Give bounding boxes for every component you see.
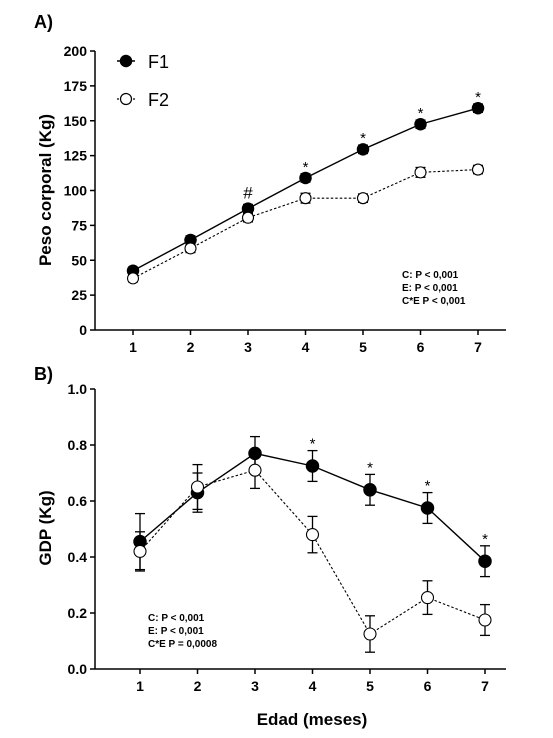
data-point-f2 — [356, 192, 370, 205]
stats-line-3: C*E P < 0,001 — [402, 296, 466, 307]
significance-mark: * — [425, 478, 431, 495]
panel-b-label: B) — [34, 364, 53, 384]
y-tick-label: 0.4 — [68, 549, 88, 565]
data-point-f2 — [420, 591, 435, 605]
data-point-f2 — [190, 480, 205, 494]
panel-a-label: A) — [34, 12, 53, 32]
data-point-f2 — [414, 166, 427, 179]
significance-mark: * — [367, 459, 373, 476]
x-tick-label: 1 — [136, 678, 144, 694]
significance-mark: * — [418, 105, 424, 122]
x-tick-label: 6 — [424, 678, 432, 694]
data-point-f1 — [305, 459, 320, 473]
data-point-f2 — [363, 627, 377, 641]
significance-mark: * — [360, 130, 366, 147]
data-point-f2 — [248, 463, 262, 477]
legend-f2-marker — [119, 92, 133, 106]
x-tick-label: 5 — [366, 678, 374, 694]
x-tick-label: 4 — [302, 339, 310, 355]
stats-line-2: E: P < 0,001 — [148, 626, 204, 637]
data-point-f1 — [363, 483, 377, 497]
legend-f2-label: F2 — [148, 90, 169, 110]
x-tick-label: 7 — [481, 678, 489, 694]
data-point-f1 — [478, 554, 492, 568]
x-tick-label: 6 — [417, 339, 425, 355]
y-tick-label: 75 — [71, 217, 87, 233]
y-tick-label: 200 — [64, 43, 88, 59]
data-point-f1 — [420, 501, 435, 515]
stats-annotation: C: P < 0,001 E: P < 0,001 C*E P < 0,001 — [402, 270, 466, 307]
x-tick-label: 5 — [359, 339, 367, 355]
data-point-f2 — [471, 163, 485, 176]
panel-a-y-axis-title: Peso corporal (Kg) — [36, 114, 55, 266]
significance-mark: * — [482, 531, 488, 548]
data-point-f2 — [305, 528, 320, 542]
significance-mark: * — [310, 436, 316, 453]
stats-line-1: C: P < 0,001 — [402, 270, 459, 281]
y-tick-label: 100 — [64, 183, 88, 199]
significance-mark: * — [475, 89, 481, 106]
y-tick-label: 1.0 — [68, 381, 88, 397]
significance-mark: # — [243, 183, 253, 202]
data-point-f2 — [478, 613, 492, 627]
data-point-f2 — [299, 192, 312, 205]
x-tick-label: 1 — [129, 339, 137, 355]
legend: F1 F2 — [117, 52, 169, 110]
x-tick-label: 2 — [194, 678, 202, 694]
y-tick-label: 0.0 — [68, 661, 88, 677]
panel-a: A) Peso corporal (Kg) F1 F2 C: P < 0,001… — [34, 12, 506, 355]
legend-f1-label: F1 — [148, 52, 169, 72]
series-line-f2 — [132, 169, 479, 279]
data-point-f2 — [241, 211, 255, 224]
y-tick-label: 0.6 — [68, 493, 88, 509]
stats-line-3: C*E P = 0,0008 — [148, 639, 217, 650]
series-line-f1 — [132, 107, 479, 272]
data-point-f2 — [133, 544, 147, 558]
y-tick-label: 175 — [64, 78, 88, 94]
y-tick-label: 25 — [71, 287, 87, 303]
legend-f1-marker — [119, 54, 133, 68]
y-tick-label: 0.2 — [68, 605, 88, 621]
x-axis-title: Edad (meses) — [257, 710, 368, 729]
y-tick-label: 125 — [64, 148, 88, 164]
x-tick-label: 3 — [244, 339, 252, 355]
data-point-f2 — [184, 242, 197, 255]
x-tick-label: 2 — [187, 339, 195, 355]
significance-mark: * — [303, 159, 309, 176]
data-point-f2 — [126, 272, 140, 285]
data-point-f1 — [356, 143, 370, 156]
x-tick-label: 3 — [251, 678, 259, 694]
x-tick-label: 7 — [474, 339, 482, 355]
y-tick-label: 0 — [79, 322, 87, 338]
data-point-f1 — [414, 117, 427, 131]
stats-annotation: C: P < 0,001 E: P < 0,001 C*E P = 0,0008 — [148, 613, 217, 650]
panel-b: B) GDP (Kg) Edad (meses) C: P < 0,001 E:… — [34, 364, 506, 729]
y-tick-label: 0.8 — [68, 437, 88, 453]
x-tick-label: 4 — [309, 678, 317, 694]
y-tick-label: 150 — [64, 113, 88, 129]
stats-line-2: E: P < 0,001 — [402, 283, 458, 294]
y-tick-label: 50 — [71, 252, 87, 268]
panel-b-y-axis-title: GDP (Kg) — [36, 490, 55, 565]
stats-line-1: C: P < 0,001 — [148, 613, 205, 624]
data-point-f1 — [299, 171, 312, 185]
data-point-f1 — [471, 101, 485, 115]
